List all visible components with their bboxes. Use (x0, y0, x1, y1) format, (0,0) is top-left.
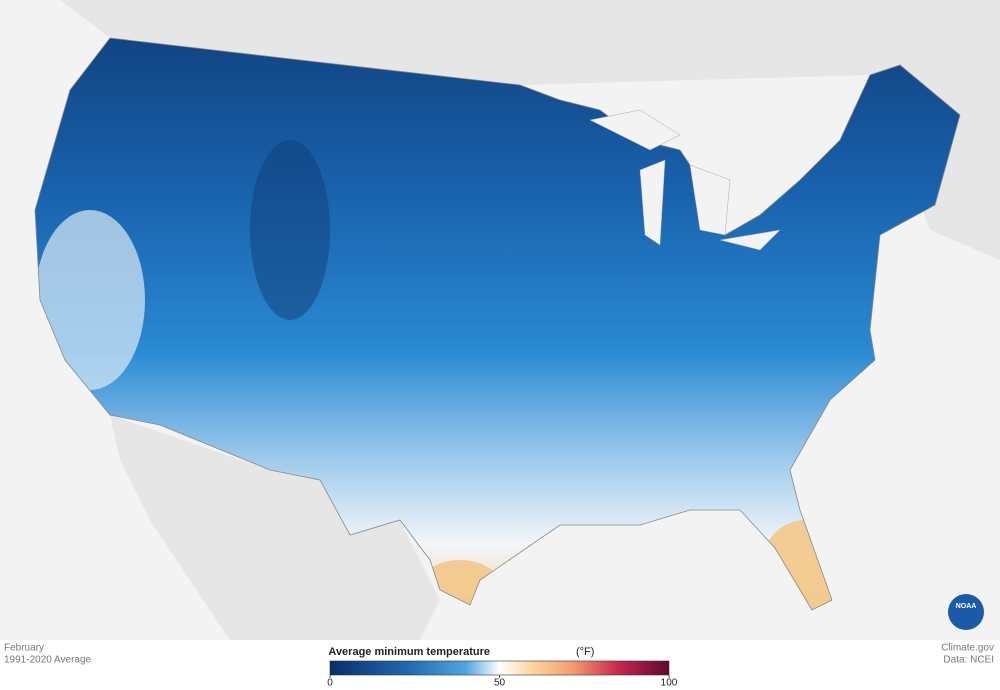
great-lakes (589, 109, 781, 251)
data-source: Data: NCEI (943, 655, 994, 666)
cold-rockies (250, 140, 330, 320)
noaa-logo (948, 594, 984, 630)
legend-unit: (°F) (576, 646, 594, 658)
mild-coast (35, 210, 145, 390)
month: February (4, 643, 44, 654)
colorbar-tick-label: 100 (661, 678, 678, 689)
period: 1991-2020 Average (4, 655, 92, 666)
mexico (110, 415, 440, 640)
noaa-logo-text: NOAA (956, 603, 977, 610)
canada (0, 0, 1000, 260)
source: Climate.gov (941, 643, 994, 654)
legend-title: Average minimum temperature (328, 646, 490, 658)
colorbar-tick-label: 0 (327, 678, 333, 689)
colorbar (329, 660, 670, 676)
colorbar-tick-label: 50 (494, 678, 506, 689)
